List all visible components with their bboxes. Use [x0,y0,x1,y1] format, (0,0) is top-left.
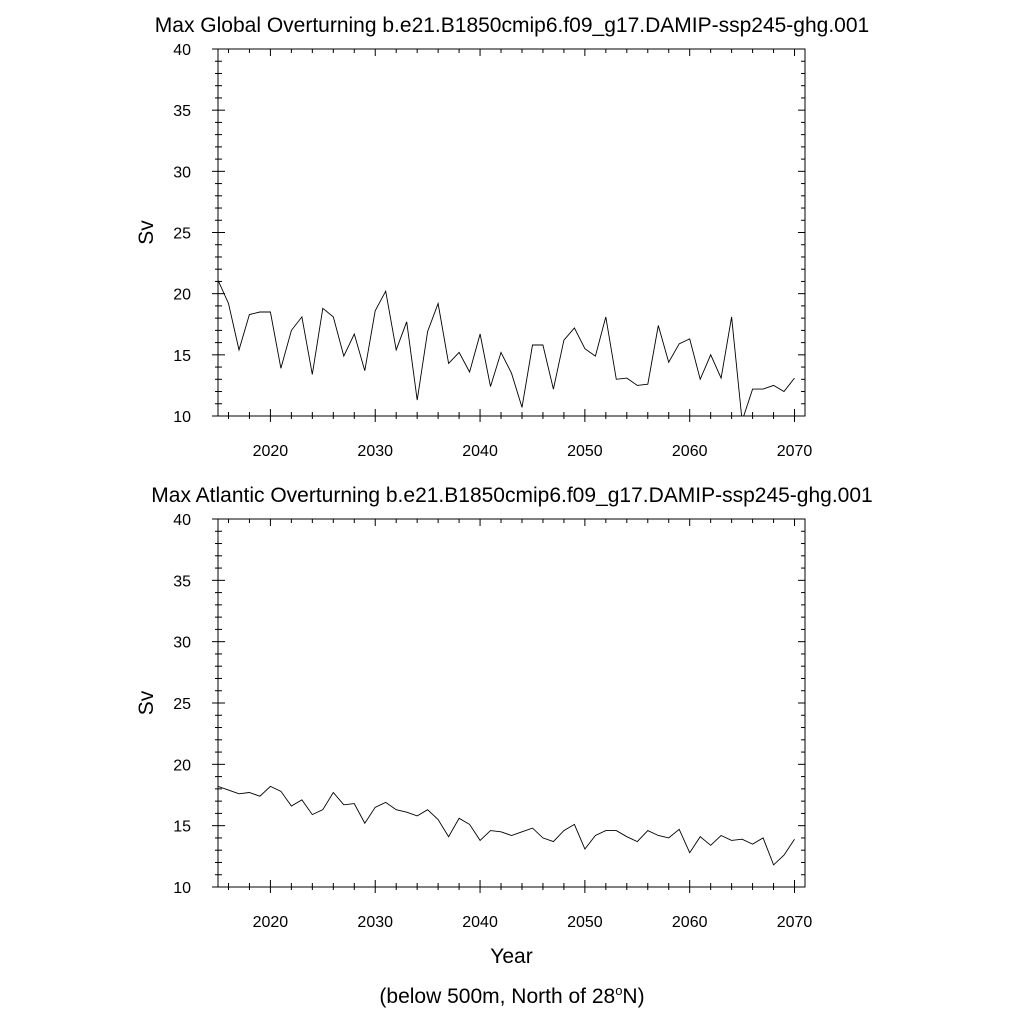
atlantic-y-tick-label: 35 [173,573,191,590]
atlantic-series [218,785,795,866]
atlantic-y-tick-label: 15 [173,819,191,836]
atlantic-y-tick-label: 20 [173,757,191,774]
atlantic-x-tick-label: 2050 [567,914,603,931]
global-y-tick-labels: 10 15 20 25 30 35 40 [173,42,191,426]
global-chart-title: Max Global Overturning b.e21.B1850cmip6.… [155,14,869,37]
global-y-tick-label: 20 [173,287,191,304]
atlantic-y-tick-labels: 10 15 20 25 30 35 40 [173,512,191,897]
global-y-tick-label: 15 [173,348,191,365]
atlantic-x-tick-label: 2040 [462,914,498,931]
global-x-tick-label: 2040 [462,443,498,460]
atlantic-x-tick-labels: 2020 2030 2040 2050 2060 2070 [253,914,813,931]
global-x-tick-label: 2020 [253,443,289,460]
atlantic-overturning-panel: Max Atlantic Overturning b.e21.B1850cmip… [135,484,873,968]
global-y-tick-label: 40 [173,42,191,59]
global-y-tick-label: 25 [173,226,191,243]
global-y-axis-label: Sv [135,220,158,245]
footnote-prefix: (below 500m, North of 28 [379,985,615,1008]
atlantic-series-line [218,785,795,866]
footnote-superscript: o [615,983,622,998]
global-axis-ticks [212,48,805,422]
atlantic-axis-ticks [212,518,805,893]
global-series-line [218,280,795,416]
atlantic-y-tick-label: 25 [173,696,191,713]
atlantic-y-tick-label: 10 [173,880,191,897]
atlantic-x-tick-label: 2020 [253,914,289,931]
global-x-tick-label: 2050 [567,443,603,460]
global-x-tick-labels: 2020 2030 2040 2050 2060 2070 [253,443,813,460]
global-plot-frame [217,48,806,417]
global-y-tick-label: 30 [173,164,191,181]
atlantic-x-tick-label: 2060 [672,914,708,931]
footnote-suffix: N) [622,985,644,1008]
atlantic-y-axis-label: Sv [135,690,158,715]
atlantic-chart-title: Max Atlantic Overturning b.e21.B1850cmip… [151,484,872,507]
global-x-tick-label: 2030 [357,443,393,460]
global-y-tick-label: 10 [173,409,191,426]
atlantic-x-axis-label: Year [490,945,532,968]
global-x-tick-label: 2070 [777,443,813,460]
global-series [218,280,795,416]
atlantic-x-tick-label: 2030 [357,914,393,931]
atlantic-x-tick-label: 2070 [777,914,813,931]
global-overturning-panel: Max Global Overturning b.e21.B1850cmip6.… [135,14,869,460]
global-x-tick-label: 2060 [672,443,708,460]
atlantic-y-tick-label: 40 [173,512,191,529]
atlantic-plot-frame [217,518,806,888]
atlantic-y-tick-label: 30 [173,635,191,652]
footnote: (below 500m, North of 28oN) [379,983,644,1008]
global-y-tick-label: 35 [173,103,191,120]
